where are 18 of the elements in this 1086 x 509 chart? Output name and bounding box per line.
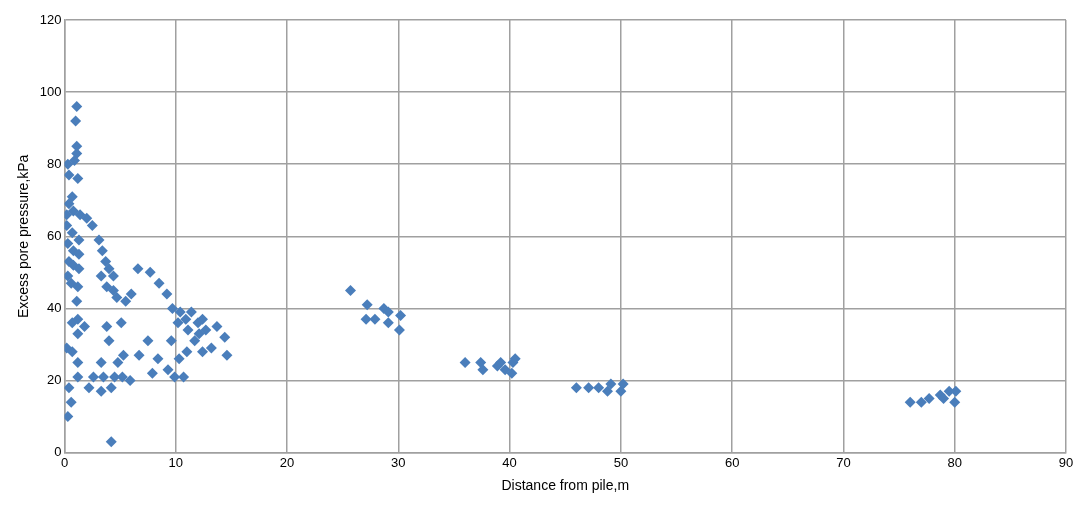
x-tick-label: 20 bbox=[279, 454, 295, 470]
y-tick-label: 100 bbox=[39, 83, 62, 99]
y-tick-label: 60 bbox=[47, 227, 62, 243]
x-tick-label: 30 bbox=[391, 454, 406, 470]
x-tick-label: 70 bbox=[836, 454, 851, 470]
y-tick-label: 20 bbox=[47, 372, 62, 388]
y-tick-label: 40 bbox=[47, 299, 62, 315]
x-tick-label: 90 bbox=[1058, 454, 1074, 470]
y-tick-label: 80 bbox=[47, 155, 62, 171]
x-tick-label: 60 bbox=[724, 454, 740, 470]
y-tick-label: 120 bbox=[39, 11, 62, 27]
x-tick-label: 80 bbox=[947, 454, 962, 470]
x-tick-label: 40 bbox=[502, 454, 517, 470]
y-tick-label: 0 bbox=[54, 444, 62, 460]
y-axis-title: Excess pore pressure,kPa bbox=[15, 154, 32, 318]
x-tick-label: 10 bbox=[168, 454, 183, 470]
x-tick-label: 50 bbox=[613, 454, 629, 470]
x-axis-title: Distance from pile,m bbox=[501, 477, 630, 494]
